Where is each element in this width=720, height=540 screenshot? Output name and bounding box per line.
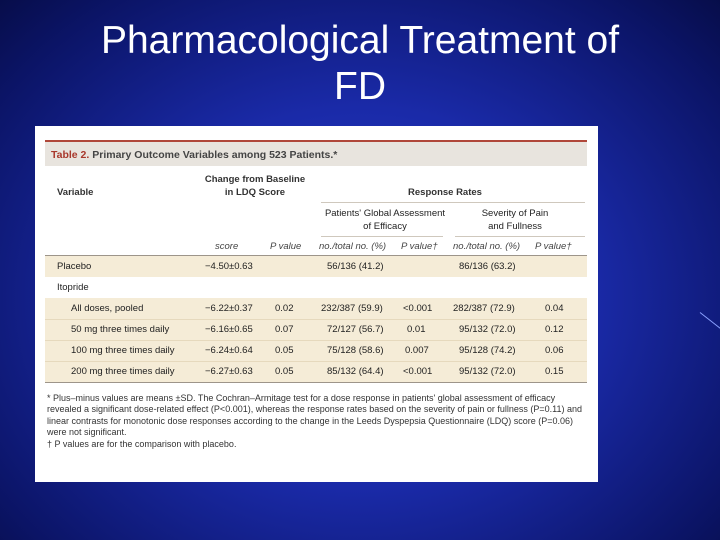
table-row bbox=[45, 256, 587, 277]
cell-severity: 282/387 (72.9) bbox=[453, 303, 515, 314]
cell-variable: 50 mg three times daily bbox=[71, 324, 170, 335]
cell-p-global: 0.01 bbox=[407, 324, 426, 335]
footnote: † P values are for the comparison with p… bbox=[47, 438, 237, 449]
cell-variable: Itopride bbox=[57, 282, 89, 293]
table-row bbox=[45, 277, 587, 298]
table-row bbox=[45, 298, 587, 319]
cell-p-change: 0.07 bbox=[275, 324, 294, 335]
header-severity-line-1: Severity of Pain bbox=[481, 208, 549, 219]
row-divider bbox=[45, 319, 587, 320]
cell-global: 72/127 (56.7) bbox=[327, 324, 384, 335]
cell-p-severity: 0.12 bbox=[545, 324, 564, 335]
header-divider bbox=[321, 202, 585, 203]
subheader-nototal-severity: no./total no. (%) bbox=[453, 241, 521, 252]
row-divider bbox=[45, 361, 587, 362]
header-severity-line-2: and Fullness bbox=[488, 221, 542, 232]
header-change-line-2: in LDQ Score bbox=[224, 187, 286, 198]
cell-score: −6.22±0.37 bbox=[205, 303, 253, 314]
slide-title-line-2: FD bbox=[334, 65, 386, 108]
cell-severity: 95/132 (72.0) bbox=[459, 366, 516, 377]
cell-p-change: 0.05 bbox=[275, 345, 294, 356]
subheader-pvalue-global: P value† bbox=[401, 241, 438, 252]
table-footnotes: * Plus–minus values are means ±SD. The C… bbox=[47, 393, 592, 450]
header-global-line-1: Patients' Global Assessment bbox=[324, 208, 446, 219]
cell-p-global: 0.007 bbox=[405, 345, 429, 356]
table-row bbox=[45, 319, 587, 340]
cell-p-change: 0.02 bbox=[275, 303, 294, 314]
cell-severity: 86/136 (63.2) bbox=[459, 261, 516, 272]
decorative-line bbox=[699, 312, 720, 331]
cell-p-global: <0.001 bbox=[403, 366, 433, 377]
header-bottom-rule bbox=[45, 255, 587, 256]
subheader-pvalue: P value bbox=[270, 241, 302, 252]
cell-p-severity: 0.04 bbox=[545, 303, 564, 314]
slide-title: Pharmacological Treatment of FD bbox=[0, 18, 720, 110]
cell-score: −6.24±0.64 bbox=[205, 345, 253, 356]
cell-severity: 95/128 (74.2) bbox=[459, 345, 516, 356]
header-change-line-1: Change from Baseline bbox=[204, 174, 306, 185]
table-row bbox=[45, 340, 587, 361]
cell-global: 85/132 (64.4) bbox=[327, 366, 384, 377]
row-divider bbox=[45, 340, 587, 341]
cell-global: 75/128 (58.6) bbox=[327, 345, 384, 356]
footnote: * Plus–minus values are means ±SD. The C… bbox=[47, 393, 582, 438]
table-image: Table 2. Primary Outcome Variables among… bbox=[35, 126, 598, 482]
cell-score: −6.16±0.65 bbox=[205, 324, 253, 335]
subheader-pvalue-severity: P value† bbox=[535, 241, 572, 252]
subheader-nototal-global: no./total no. (%) bbox=[319, 241, 387, 252]
cell-score: −4.50±0.63 bbox=[205, 261, 253, 272]
table-bottom-rule bbox=[45, 382, 587, 383]
header-response-rates: Response Rates bbox=[408, 187, 482, 198]
cell-variable: All doses, pooled bbox=[71, 303, 144, 314]
cell-variable: Placebo bbox=[57, 261, 92, 272]
slide-title-line-1: Pharmacological Treatment of bbox=[100, 19, 620, 62]
cell-p-change: 0.05 bbox=[275, 366, 294, 377]
cell-p-severity: 0.06 bbox=[545, 345, 564, 356]
table-title: Primary Outcome Variables among 523 Pati… bbox=[92, 149, 338, 161]
table-title-bar: Table 2. Primary Outcome Variables among… bbox=[45, 140, 587, 166]
cell-p-severity: 0.15 bbox=[545, 366, 564, 377]
cell-variable: 100 mg three times daily bbox=[71, 345, 175, 356]
cell-variable: 200 mg three times daily bbox=[71, 366, 175, 377]
cell-severity: 95/132 (72.0) bbox=[459, 324, 516, 335]
table-label: Table 2. bbox=[51, 149, 90, 161]
header-divider-global bbox=[321, 236, 443, 237]
header-variable: Variable bbox=[57, 187, 94, 198]
cell-p-global: <0.001 bbox=[403, 303, 433, 314]
header-divider-severity bbox=[455, 236, 585, 237]
cell-global: 56/136 (41.2) bbox=[327, 261, 384, 272]
header-global-line-2: of Efficacy bbox=[363, 221, 407, 232]
cell-global: 232/387 (59.9) bbox=[321, 303, 383, 314]
cell-score: −6.27±0.63 bbox=[205, 366, 253, 377]
table-row bbox=[45, 361, 587, 382]
subheader-score: score bbox=[215, 241, 239, 252]
